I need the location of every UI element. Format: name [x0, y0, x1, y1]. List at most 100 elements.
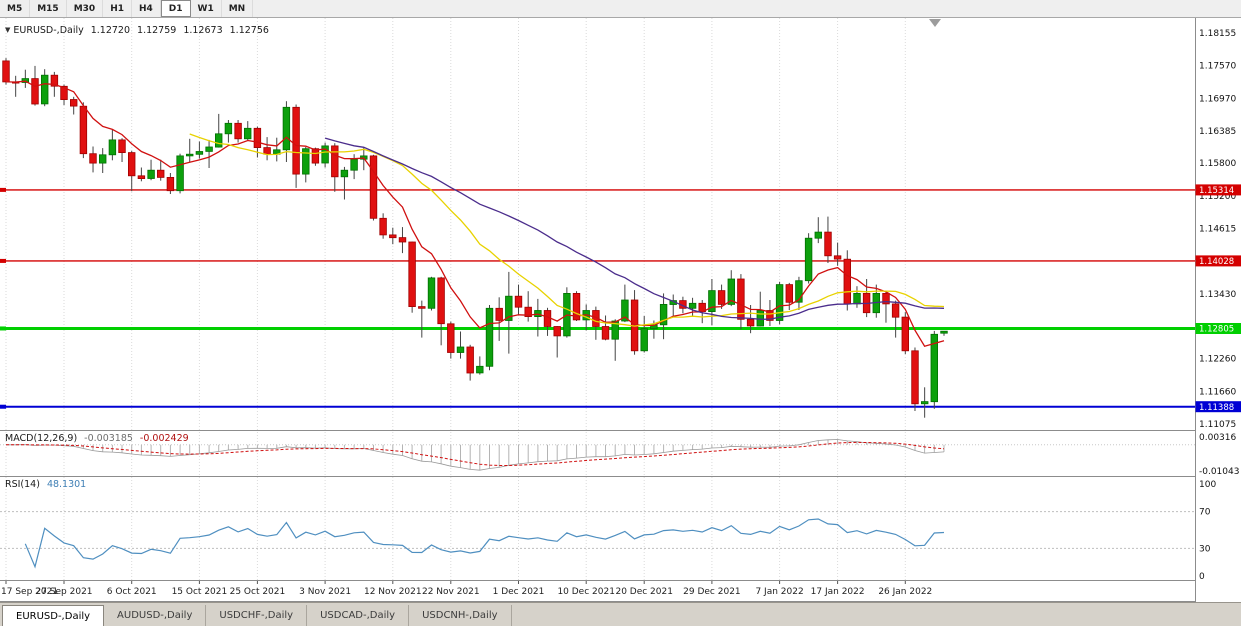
- svg-text:1.16385: 1.16385: [1199, 127, 1236, 137]
- moving-averages: [5, 80, 945, 347]
- candle-bull: [321, 145, 329, 164]
- candle-bear: [234, 122, 242, 140]
- chart-tab-eurusd[interactable]: EURUSD-,Daily: [2, 605, 105, 626]
- candle-bull: [727, 278, 735, 305]
- svg-text:1.11388: 1.11388: [1199, 403, 1234, 413]
- candle-bear: [79, 105, 88, 155]
- candle-bear: [369, 155, 378, 219]
- candle-bull: [853, 292, 861, 305]
- hline-left-marker: [0, 187, 6, 192]
- candle-bear: [2, 60, 10, 83]
- candle-bull: [930, 333, 938, 403]
- candle-bull: [302, 148, 310, 175]
- candle-bull: [243, 127, 252, 140]
- candle-bear: [311, 148, 320, 164]
- timeframe-button-mn[interactable]: MN: [222, 0, 254, 17]
- chart-tab-usdchf[interactable]: USDCHF-,Daily: [206, 605, 308, 626]
- chart-area[interactable]: 1.18155 1.17570 1.16970 1.16385 1.15800 1.152…: [0, 18, 1241, 602]
- candle-bull: [814, 231, 822, 239]
- candle-bull: [476, 365, 484, 374]
- candle-bear: [843, 258, 851, 305]
- candle-bull: [795, 280, 803, 303]
- timeframe-button-m5[interactable]: M5: [0, 0, 31, 17]
- svg-text:17 Jan 2022: 17 Jan 2022: [811, 587, 865, 597]
- timeframe-button-m30[interactable]: M30: [67, 0, 104, 17]
- candle-bull: [99, 154, 107, 164]
- candle-bull: [427, 277, 436, 309]
- svg-text:1.15200: 1.15200: [1199, 192, 1236, 202]
- candle-bull: [282, 106, 291, 151]
- candle-bear: [891, 303, 900, 318]
- chart-canvas[interactable]: 1.18155 1.17570 1.16970 1.16385 1.15800 1.152…: [0, 18, 1241, 602]
- svg-text:10 Dec 2021: 10 Dec 2021: [557, 587, 615, 597]
- candle-bear: [253, 127, 262, 149]
- candle-bull: [195, 151, 204, 155]
- macd-panel: [0, 439, 1196, 471]
- candle-bull: [921, 401, 929, 405]
- svg-text:1.11075: 1.11075: [1199, 420, 1236, 430]
- timeframe-button-m15[interactable]: M15: [30, 0, 67, 17]
- candle-bear: [785, 284, 793, 303]
- chart-tab-usdcad[interactable]: USDCAD-,Daily: [307, 605, 410, 626]
- candle-bull: [108, 139, 117, 156]
- hline-left-marker: [0, 404, 6, 409]
- chart-tabs-bar: EURUSD-,Daily AUDUSD-,Daily USDCHF-,Daily U…: [0, 602, 1241, 626]
- svg-text:1.11660: 1.11660: [1199, 388, 1236, 398]
- chart-tab-usdcnh[interactable]: USDCNH-,Daily: [409, 605, 512, 626]
- candle-bear: [263, 147, 271, 155]
- timeframe-button-d1[interactable]: D1: [160, 0, 191, 17]
- svg-text:30: 30: [1199, 544, 1211, 554]
- candle-bear: [553, 326, 561, 337]
- svg-text:7 Jan 2022: 7 Jan 2022: [755, 587, 803, 597]
- macd-histogram: [24, 439, 945, 471]
- svg-text:0: 0: [1199, 572, 1205, 582]
- candle-bear: [331, 145, 339, 178]
- candle-bear: [127, 152, 136, 177]
- candle-bull: [176, 155, 184, 192]
- svg-text:1.16970: 1.16970: [1199, 94, 1236, 104]
- panel-separators: [0, 430, 1241, 602]
- candle-bear: [882, 292, 890, 305]
- svg-text:1.14028: 1.14028: [1199, 257, 1234, 267]
- candle-bull: [621, 299, 629, 322]
- candle-bear: [572, 292, 581, 321]
- chart-tab-audusd[interactable]: AUDUSD-,Daily: [104, 605, 207, 626]
- svg-text:6 Oct 2021: 6 Oct 2021: [107, 587, 157, 597]
- candle-bear: [737, 278, 745, 320]
- candle-bull: [756, 310, 764, 327]
- svg-text:22 Nov 2021: 22 Nov 2021: [422, 587, 480, 597]
- candle-bear: [408, 241, 416, 307]
- candle-bear: [379, 217, 387, 236]
- macd-main-line: [6, 439, 945, 471]
- axis-price-tag-1.12805: [1195, 323, 1241, 334]
- candle-bear: [166, 176, 175, 192]
- timeframe-button-h4[interactable]: H4: [132, 0, 161, 17]
- axis-price-tag-1.11388: [1195, 401, 1241, 413]
- candle-bear: [437, 277, 445, 325]
- candle-bear: [70, 99, 78, 107]
- rsi-panel: [0, 511, 1196, 569]
- chart-shift-marker[interactable]: [929, 19, 941, 27]
- candle-bear: [31, 78, 39, 105]
- candle-bear: [746, 318, 755, 327]
- price-axis[interactable]: 1.18155 1.17570 1.16970 1.16385 1.15800 1.152…: [1195, 18, 1241, 602]
- hline-left-marker: [0, 258, 6, 263]
- svg-text:-0.01043: -0.01043: [1199, 467, 1239, 477]
- candle-bear: [60, 85, 68, 101]
- timeframe-button-h1[interactable]: H1: [103, 0, 132, 17]
- grid-lines: [5, 18, 906, 580]
- svg-text:3 Nov 2021: 3 Nov 2021: [299, 587, 351, 597]
- svg-text:1.17570: 1.17570: [1199, 61, 1236, 71]
- horizontal-lines: [0, 187, 1196, 409]
- svg-text:1.18155: 1.18155: [1199, 29, 1236, 39]
- ma-fast-line: [5, 80, 945, 347]
- candle-bull: [185, 153, 194, 157]
- candle-bull: [659, 303, 668, 326]
- timeframe-button-w1[interactable]: W1: [191, 0, 222, 17]
- candle-bear: [89, 153, 97, 164]
- candle-bull: [340, 169, 349, 178]
- candle-bear: [824, 231, 832, 257]
- candle-bull: [214, 133, 223, 148]
- candle-bull: [775, 284, 784, 321]
